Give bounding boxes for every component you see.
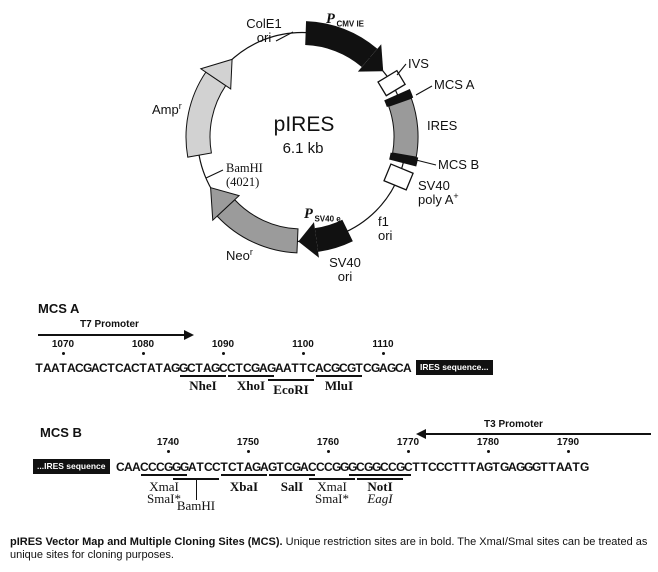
mcs_a-position-1100: 1100 [292, 339, 314, 350]
f1-ori-label-line2: ori [378, 228, 393, 243]
mcs_b-ires-sequence-box: ...IRES sequence [33, 459, 110, 474]
bamhi-leader [205, 169, 224, 179]
sv40-polya-label-line2: poly A+ [418, 191, 459, 207]
mcs_a-promoter-arrow-line [38, 334, 186, 336]
ires-label: IRES [427, 118, 458, 133]
mcs_b-position-dot-1780 [486, 450, 490, 453]
mcs-a-tick [384, 89, 414, 107]
sv40-ori-arrow-head [298, 222, 319, 258]
mcs_a-underline-xhoi-1 [228, 375, 274, 377]
cole1-label-line2: ori [257, 30, 272, 45]
mcs_a-position-dot-1080 [141, 352, 145, 355]
amp-arrow-head [199, 58, 233, 90]
mcs_b-position-dot-1790 [566, 450, 570, 453]
mcs-a-leader [415, 85, 433, 96]
mcs_a-site-label-xhoi: XhoI [236, 378, 266, 393]
sv40-ori-arrow-body [314, 219, 353, 252]
mcs_b-position-dot-1750 [246, 450, 250, 453]
mcs_a-site-label-ecori: EcoRI [273, 382, 309, 397]
mcs_b-position-dot-1760 [326, 450, 330, 453]
mcs_b-site-label-sali: SalI [280, 479, 304, 494]
amp-arrow-body [185, 71, 227, 158]
mcs_b-position-dot-1770 [406, 450, 410, 453]
mcs_b-promoter-arrowhead [416, 429, 426, 439]
mcs_b-promoter-label: T3 Promoter [484, 419, 543, 430]
mcs_b-site-connector-bamhi [195, 480, 197, 500]
mcs_a-underline-nhei-0 [180, 375, 226, 377]
ivs-leader [396, 63, 407, 76]
bamhi-label-line2: (4021) [226, 175, 259, 189]
pcmv-promoter-arrow-body [305, 21, 378, 68]
sv40-polya-box [383, 163, 414, 191]
pcmv-promoter-arrow-head [357, 44, 384, 72]
f1-ori-label-line1: f1 [378, 214, 389, 229]
mcs_b-promoter-arrow-line [424, 433, 651, 435]
mcs_b-position-1760: 1760 [316, 437, 340, 448]
mcs_b-site-label-bamhi: BamHI [176, 498, 216, 513]
mcs_a-position-dot-1090 [221, 352, 225, 355]
mcs_b-position-1770: 1770 [396, 437, 420, 448]
mcs-b-label: MCS B [438, 157, 479, 172]
cole1-label-line1: ColE1 [246, 16, 281, 31]
ires-segment [388, 97, 419, 158]
mcs_a-site-label-nhei: NheI [189, 378, 217, 393]
sv40-polya-label-line1: SV40 [418, 178, 450, 193]
mcs_a-position-dot-1100 [301, 352, 305, 355]
mcs_b-position-1750: 1750 [236, 437, 260, 448]
mcs_a-promoter-label: T7 Promoter [80, 319, 139, 330]
caption-bold-text: pIRES Vector Map and Multiple Cloning Si… [10, 536, 283, 548]
mcs_b-underline-xbai-2 [221, 474, 267, 476]
mcs_b-position-1740: 1740 [156, 437, 180, 448]
mcs_a-position-dot-1070 [61, 352, 65, 355]
neo-label: Neor [226, 247, 253, 263]
mcs_a-position-1070: 1070 [51, 339, 75, 350]
ivs-label: IVS [408, 56, 429, 71]
mcs_a-title: MCS A [38, 301, 80, 316]
caption-regular-text: Unique restriction sites are in bold. Th… [10, 536, 648, 561]
mcs_a-position-dot-1110 [381, 352, 385, 355]
mcs_b-position-1790: 1790 [556, 437, 580, 448]
mcs-a-label: MCS A [434, 77, 475, 92]
mcs_a-position-1110: 1110 [372, 339, 394, 350]
mcs_b-site-label-xmai: XmaI SmaI* [147, 479, 181, 506]
mcs-b-leader [415, 159, 437, 166]
cole1-leader [275, 31, 294, 42]
mcs_a-underline-ecori-2 [268, 379, 314, 381]
ivs-box [377, 69, 407, 97]
mcs_b-underline-bamhi-1 [173, 478, 219, 480]
mcs_b-underline-xmai-0 [141, 474, 187, 476]
mcs_b-underline-xmai-4 [309, 478, 355, 480]
plasmid-size: 6.1 kb [283, 140, 324, 157]
mcs_b-sequence: CAACCCGGGATCCTCTAGAGTCGACCCGGGCGGCCGCTTC… [116, 460, 590, 474]
amp-label: Ampr [152, 101, 182, 117]
mcs-b-tick [389, 152, 419, 167]
mcs_b-position-1780: 1780 [476, 437, 500, 448]
mcs_b-underline-noti-5 [349, 474, 411, 476]
mcs_a-position-1090: 1090 [211, 339, 235, 350]
neo-arrow-head [210, 186, 241, 222]
mcs_b-site-label-xbai: XbaI [229, 479, 259, 494]
pcmv-label: P CMV IE [326, 11, 365, 29]
plasmid-name: pIRES [274, 113, 335, 136]
mcs_a-sequence: TAATACGACTCACTATAGGCTAGCCTCGAGAATTCACGCG… [35, 361, 412, 375]
sv40-ori-label-line1: SV40 [329, 255, 361, 270]
mcs_b-site-label-noti: NotI EagI [367, 479, 393, 506]
mcs_b-position-dot-1740 [166, 450, 170, 453]
sv40-ori-label-line2: ori [338, 269, 353, 284]
figure-caption: pIRES Vector Map and Multiple Cloning Si… [10, 536, 652, 561]
neo-arrow-body [216, 199, 299, 254]
mcs_b-underline-sali-3 [269, 474, 315, 476]
mcs_b-underline-site-6 [357, 478, 403, 480]
mcs_b-site-label-xmai: XmaI SmaI* [315, 479, 349, 506]
bamhi-label-line1: BamHI [226, 161, 263, 175]
mcs_a-site-label-mlui: MluI [324, 378, 354, 393]
mcs_a-ires-sequence-box: IRES sequence... [416, 360, 493, 375]
mcs_a-position-1080: 1080 [131, 339, 155, 350]
mcs_a-underline-mlui-3 [316, 375, 362, 377]
psv40e-label: P SV40 e [304, 206, 341, 224]
mcs_b-title: MCS B [40, 425, 82, 440]
mcs_a-promoter-arrowhead [184, 330, 194, 340]
